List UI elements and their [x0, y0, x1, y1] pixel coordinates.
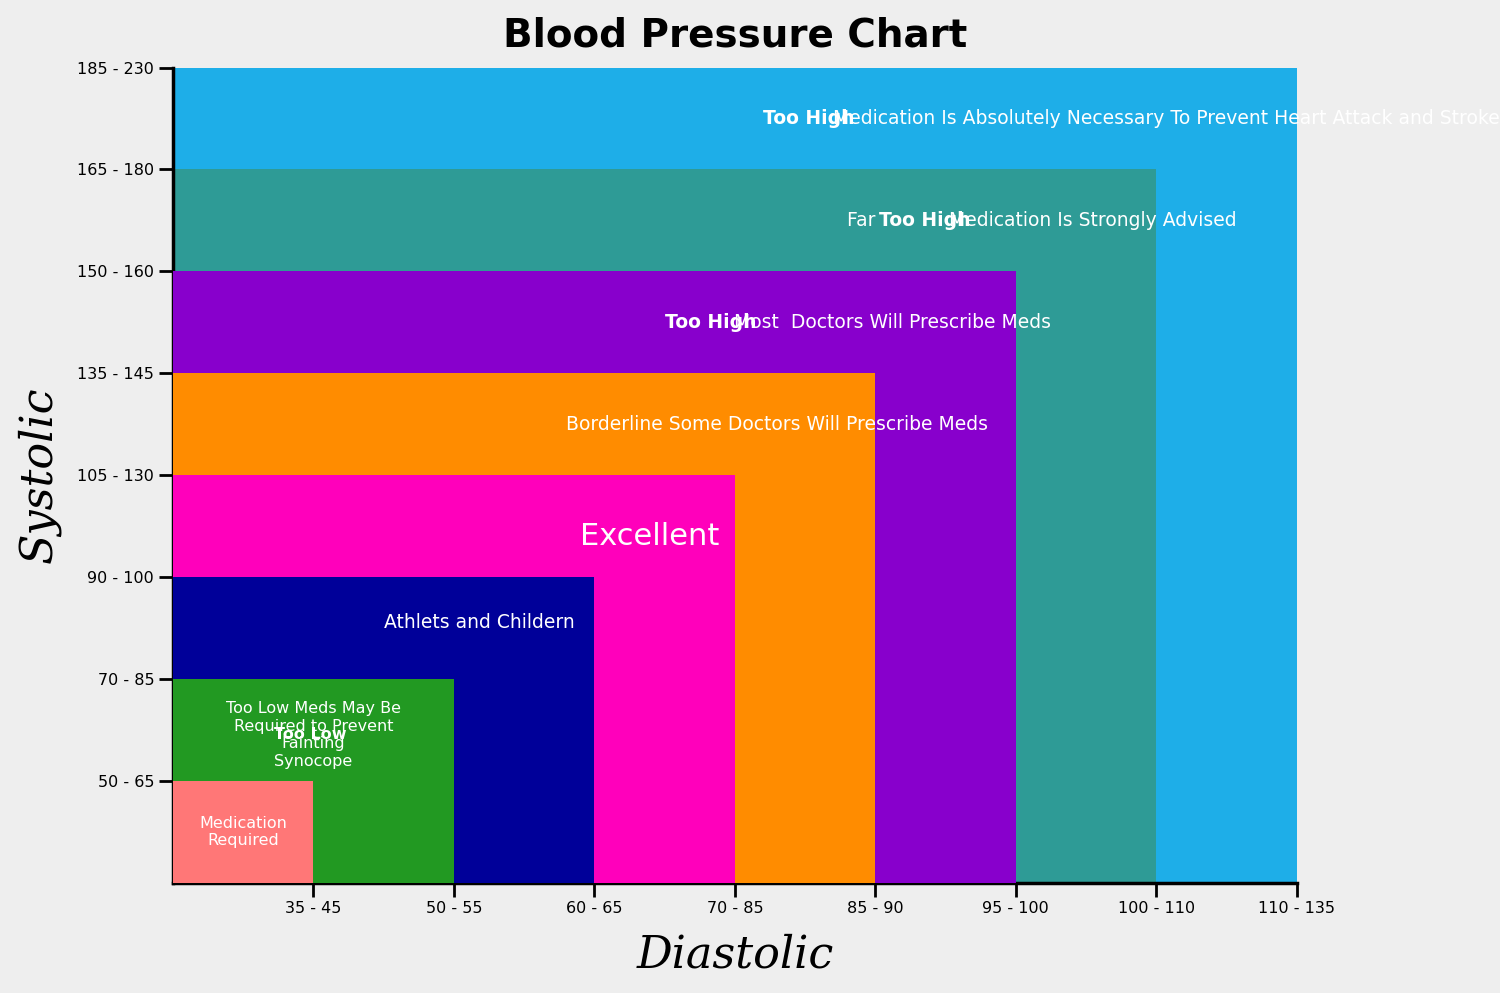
Bar — [172, 170, 1156, 883]
Bar — [172, 577, 594, 883]
Text: Too High: Too High — [664, 313, 756, 332]
Text: Far: Far — [847, 211, 882, 229]
Text: Too High: Too High — [764, 109, 855, 128]
Title: Blood Pressure Chart: Blood Pressure Chart — [503, 17, 968, 55]
Bar — [172, 475, 735, 883]
Bar — [172, 780, 314, 883]
Text: Most  Doctors Will Prescribe Meds: Most Doctors Will Prescribe Meds — [729, 313, 1052, 332]
Text: Too Low: Too Low — [274, 728, 346, 743]
Text: Medication Is Strongly Advised: Medication Is Strongly Advised — [944, 211, 1236, 229]
Text: Borderline Some Doctors Will Prescribe Meds: Borderline Some Doctors Will Prescribe M… — [567, 415, 988, 434]
X-axis label: Diastolic: Diastolic — [636, 933, 834, 976]
Text: Excellent: Excellent — [580, 521, 720, 551]
Text: Medication Is Absolutely Necessary To Prevent Heart Attack and Stroke: Medication Is Absolutely Necessary To Pr… — [827, 109, 1500, 128]
Y-axis label: Systolic: Systolic — [16, 387, 60, 563]
Text: Athlets and Childern: Athlets and Childern — [384, 614, 574, 633]
Bar — [172, 271, 1016, 883]
Bar — [172, 679, 454, 883]
Bar — [172, 373, 876, 883]
Text: Too High: Too High — [879, 211, 971, 229]
Text: Medication
Required: Medication Required — [200, 815, 286, 848]
Text: Too Low Meds May Be
Required to Prevent
Fainting
Synocope: Too Low Meds May Be Required to Prevent … — [226, 701, 400, 769]
